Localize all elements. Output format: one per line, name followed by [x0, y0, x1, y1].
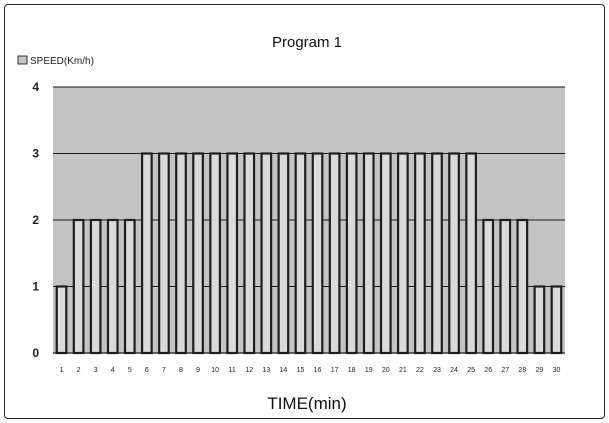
x-tick-label-25: 25 [467, 367, 475, 374]
x-tick-label-1: 1 [60, 367, 64, 374]
y-tick-label-0: 0 [32, 346, 39, 360]
bar-17 [328, 152, 341, 355]
bar-9 [192, 152, 204, 355]
y-tick-label-2: 2 [32, 213, 39, 227]
bar-28 [516, 218, 529, 355]
bar-24 [448, 152, 460, 355]
y-tick-label-3: 3 [32, 147, 39, 161]
bar-8 [175, 152, 187, 355]
bar-10 [209, 152, 222, 355]
x-tick-label-4: 4 [111, 367, 115, 374]
bar-21 [396, 152, 409, 355]
bar-12 [243, 152, 256, 355]
y-axis-ticks: 0 1 2 3 4 [32, 80, 39, 360]
x-tick-label-21: 21 [399, 367, 407, 374]
x-tick-label-11: 11 [229, 367, 236, 374]
bar-20 [379, 152, 392, 355]
legend-swatch [17, 55, 28, 65]
x-axis-ticks: 1 2 3 4 5 6 7 8 9 10 11 12 13 14 15 16 17 18 19 20 21 22 23 24 2… [60, 367, 561, 374]
bar-19 [362, 152, 375, 355]
legend: SPEED(Km/h) [17, 55, 94, 67]
bar-26 [482, 218, 495, 355]
bar-3 [89, 218, 102, 355]
bar-15 [294, 152, 307, 355]
x-tick-label-17: 17 [331, 367, 339, 374]
bar-11 [226, 152, 239, 355]
x-tick-label-26: 26 [484, 367, 492, 374]
bar-6 [140, 152, 153, 355]
bar-5 [123, 218, 136, 355]
bar-30 [550, 285, 563, 355]
x-tick-label-14: 14 [280, 367, 288, 374]
x-tick-label-15: 15 [297, 367, 305, 374]
x-tick-label-2: 2 [77, 367, 81, 374]
x-tick-label-22: 22 [416, 367, 424, 374]
x-tick-label-9: 9 [196, 367, 200, 374]
bar-14 [277, 152, 290, 355]
x-tick-label-7: 7 [162, 367, 166, 374]
y-tick-label-1: 1 [32, 280, 39, 294]
x-tick-label-3: 3 [94, 367, 98, 374]
x-tick-label-8: 8 [179, 367, 183, 374]
x-axis-label: TIME(min) [267, 394, 346, 413]
x-tick-label-29: 29 [536, 367, 544, 374]
bar-25 [465, 152, 478, 355]
x-tick-label-18: 18 [348, 367, 356, 374]
chart-title: Program 1 [272, 34, 342, 51]
bar-29 [533, 285, 546, 355]
bar-1 [55, 285, 68, 355]
x-tick-label-12: 12 [245, 367, 253, 374]
bar-2 [72, 218, 85, 355]
x-tick-label-27: 27 [501, 367, 509, 374]
x-tick-label-23: 23 [433, 367, 441, 374]
x-tick-label-20: 20 [382, 367, 390, 374]
x-tick-label-24: 24 [450, 367, 458, 374]
bar-7 [158, 152, 170, 355]
x-tick-label-19: 19 [365, 367, 373, 374]
bar-13 [260, 152, 273, 355]
legend-label: SPEED(Km/h) [30, 56, 94, 67]
x-tick-label-13: 13 [262, 367, 270, 374]
bar-27 [499, 218, 512, 355]
x-tick-label-16: 16 [314, 367, 322, 374]
bar-4 [106, 218, 119, 355]
bar-16 [311, 152, 324, 355]
bar-23 [431, 152, 443, 355]
y-tick-label-4: 4 [32, 80, 39, 94]
x-tick-label-30: 30 [553, 367, 561, 374]
bar-18 [345, 152, 358, 355]
x-tick-label-10: 10 [211, 367, 219, 374]
bar-22 [414, 152, 426, 355]
x-tick-label-5: 5 [128, 367, 132, 374]
plot-area [53, 86, 565, 355]
x-tick-label-28: 28 [518, 367, 526, 374]
x-tick-label-6: 6 [145, 367, 149, 374]
